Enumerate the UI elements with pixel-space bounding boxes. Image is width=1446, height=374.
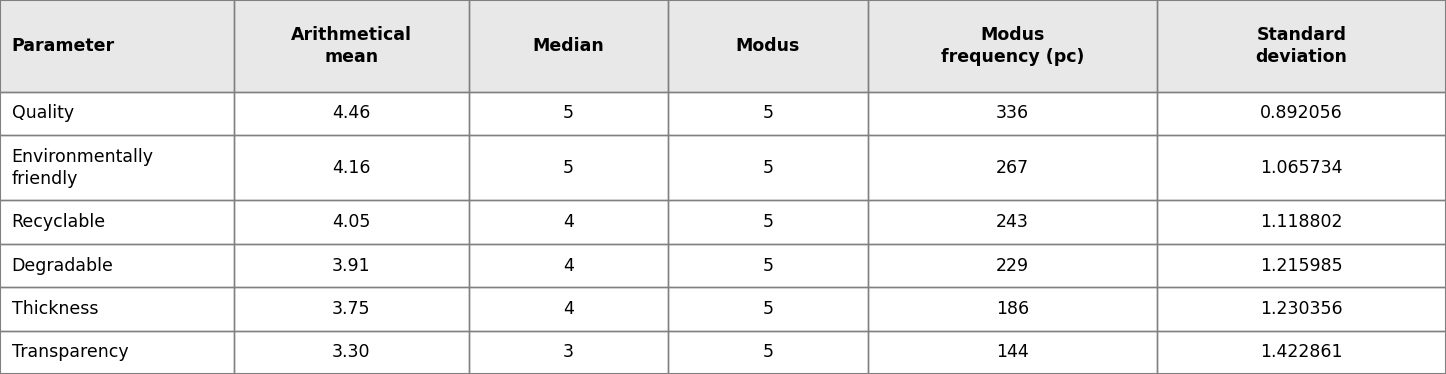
Bar — [1157, 244, 1446, 287]
Text: Modus: Modus — [736, 37, 800, 55]
Text: 186: 186 — [996, 300, 1028, 318]
Bar — [1157, 92, 1446, 135]
Bar — [1157, 135, 1446, 200]
Bar — [0, 135, 234, 200]
Text: 1.065734: 1.065734 — [1259, 159, 1343, 177]
Text: Recyclable: Recyclable — [12, 213, 106, 231]
Bar — [234, 200, 469, 244]
Bar — [1157, 331, 1446, 374]
Bar — [668, 135, 868, 200]
Text: 4.05: 4.05 — [333, 213, 370, 231]
Bar — [868, 0, 1157, 92]
Bar — [668, 244, 868, 287]
Bar — [868, 287, 1157, 331]
Bar — [234, 92, 469, 135]
Text: 5: 5 — [762, 159, 774, 177]
Text: 5: 5 — [762, 213, 774, 231]
Bar — [868, 331, 1157, 374]
Text: 4: 4 — [562, 257, 574, 275]
Bar — [469, 92, 668, 135]
Text: 5: 5 — [562, 159, 574, 177]
Bar — [1157, 200, 1446, 244]
Text: 0.892056: 0.892056 — [1259, 104, 1343, 122]
Text: Degradable: Degradable — [12, 257, 113, 275]
Bar — [234, 331, 469, 374]
Bar — [0, 244, 234, 287]
Bar — [469, 244, 668, 287]
Text: 5: 5 — [762, 300, 774, 318]
Bar — [868, 135, 1157, 200]
Text: Quality: Quality — [12, 104, 74, 122]
Bar — [668, 0, 868, 92]
Text: 144: 144 — [996, 343, 1028, 361]
Text: 5: 5 — [762, 104, 774, 122]
Text: 243: 243 — [996, 213, 1028, 231]
Bar — [234, 287, 469, 331]
Text: 267: 267 — [996, 159, 1028, 177]
Bar — [234, 244, 469, 287]
Bar — [868, 244, 1157, 287]
Bar — [0, 287, 234, 331]
Text: 3.75: 3.75 — [333, 300, 370, 318]
Text: Thickness: Thickness — [12, 300, 98, 318]
Text: Standard
deviation: Standard deviation — [1255, 26, 1348, 66]
Text: 3: 3 — [562, 343, 574, 361]
Text: 4: 4 — [562, 300, 574, 318]
Bar — [868, 92, 1157, 135]
Text: 5: 5 — [562, 104, 574, 122]
Text: 1.215985: 1.215985 — [1259, 257, 1343, 275]
Bar — [668, 92, 868, 135]
Bar — [469, 0, 668, 92]
Bar — [0, 331, 234, 374]
Text: Arithmetical
mean: Arithmetical mean — [291, 26, 412, 66]
Text: Median: Median — [532, 37, 604, 55]
Text: 5: 5 — [762, 343, 774, 361]
Bar — [0, 0, 234, 92]
Bar — [668, 331, 868, 374]
Bar — [1157, 287, 1446, 331]
Bar — [668, 287, 868, 331]
Text: Parameter: Parameter — [12, 37, 114, 55]
Bar — [668, 200, 868, 244]
Text: 5: 5 — [762, 257, 774, 275]
Text: 4: 4 — [562, 213, 574, 231]
Text: 336: 336 — [996, 104, 1028, 122]
Text: 4.16: 4.16 — [333, 159, 370, 177]
Bar — [1157, 0, 1446, 92]
Bar — [234, 0, 469, 92]
Text: 1.230356: 1.230356 — [1259, 300, 1343, 318]
Bar — [469, 200, 668, 244]
Bar — [868, 200, 1157, 244]
Bar — [234, 135, 469, 200]
Text: 3.30: 3.30 — [333, 343, 370, 361]
Text: 4.46: 4.46 — [333, 104, 370, 122]
Text: Modus
frequency (pc): Modus frequency (pc) — [940, 26, 1084, 66]
Text: 3.91: 3.91 — [333, 257, 370, 275]
Text: Environmentally
friendly: Environmentally friendly — [12, 148, 153, 188]
Text: 1.422861: 1.422861 — [1259, 343, 1343, 361]
Text: Transparency: Transparency — [12, 343, 129, 361]
Text: 1.118802: 1.118802 — [1259, 213, 1343, 231]
Bar — [469, 287, 668, 331]
Bar — [0, 200, 234, 244]
Bar — [469, 331, 668, 374]
Text: 229: 229 — [996, 257, 1028, 275]
Bar — [0, 92, 234, 135]
Bar — [469, 135, 668, 200]
